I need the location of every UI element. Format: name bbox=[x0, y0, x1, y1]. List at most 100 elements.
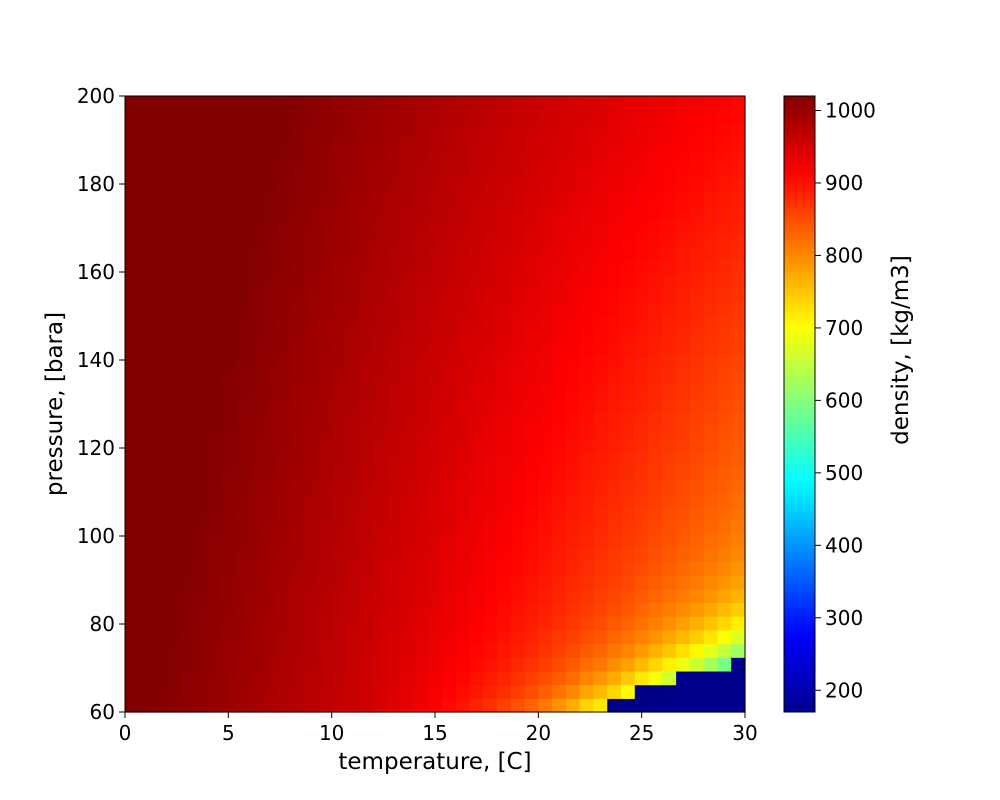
heatmap-cell bbox=[565, 260, 581, 275]
heatmap-cell bbox=[524, 588, 539, 604]
heatmap-cell bbox=[166, 479, 181, 494]
heatmap-cell bbox=[373, 629, 388, 645]
heatmap-cell bbox=[345, 643, 360, 658]
heatmap-cell bbox=[290, 109, 305, 124]
heatmap-cell bbox=[607, 547, 622, 563]
heatmap-cell bbox=[648, 164, 663, 179]
heatmap-cell bbox=[414, 547, 429, 563]
heatmap-cell bbox=[400, 273, 415, 289]
heatmap-cell bbox=[717, 287, 732, 302]
heatmap-cell bbox=[497, 178, 512, 193]
heatmap-cell bbox=[648, 575, 663, 590]
heatmap-cell bbox=[180, 684, 195, 699]
heatmap-cell bbox=[565, 205, 581, 220]
heatmap-cell bbox=[166, 492, 181, 508]
heatmap-cell bbox=[207, 438, 223, 453]
heatmap-cell bbox=[166, 260, 181, 275]
heatmap-cell bbox=[193, 383, 209, 398]
heatmap-cell bbox=[345, 315, 360, 330]
heatmap-cell bbox=[552, 629, 567, 645]
heatmap-cell bbox=[152, 629, 167, 645]
heatmap-cell bbox=[138, 629, 154, 645]
heatmap-cell bbox=[455, 178, 471, 193]
heatmap-cell bbox=[317, 670, 333, 686]
heatmap-cell bbox=[552, 684, 567, 699]
heatmap-cell bbox=[648, 424, 663, 439]
heatmap-cell bbox=[386, 137, 402, 152]
heatmap-cell bbox=[180, 273, 195, 289]
heatmap-cell bbox=[676, 260, 691, 275]
heatmap-cell bbox=[717, 410, 732, 426]
heatmap-cell bbox=[373, 684, 388, 699]
heatmap-cell bbox=[207, 670, 223, 686]
heatmap-cell bbox=[386, 547, 402, 563]
heatmap-cell bbox=[648, 301, 663, 316]
heatmap-cell bbox=[565, 479, 581, 494]
heatmap-cell bbox=[634, 643, 650, 658]
heatmap-cell bbox=[497, 287, 512, 302]
heatmap-cell bbox=[579, 287, 595, 302]
heatmap-cell bbox=[373, 492, 388, 508]
heatmap-cell bbox=[676, 287, 691, 302]
heatmap-cell bbox=[689, 260, 705, 275]
heatmap-cell bbox=[621, 328, 636, 343]
heatmap-cell bbox=[565, 246, 581, 261]
heatmap-cell bbox=[221, 602, 236, 617]
heatmap-cell bbox=[648, 492, 663, 508]
heatmap-cell bbox=[579, 643, 595, 658]
heatmap-cell bbox=[152, 287, 167, 302]
heatmap-cell bbox=[249, 369, 264, 385]
heatmap-cell bbox=[510, 629, 526, 645]
heatmap-cell bbox=[331, 616, 347, 631]
heatmap-cell bbox=[552, 410, 567, 426]
heatmap-cell bbox=[125, 328, 140, 343]
heatmap-cell bbox=[455, 698, 471, 713]
heatmap-cell bbox=[428, 465, 443, 480]
heatmap-cell bbox=[221, 492, 236, 508]
heatmap-cell bbox=[565, 150, 581, 166]
heatmap-cell bbox=[180, 506, 195, 521]
heatmap-cell bbox=[373, 561, 388, 576]
heatmap-cell bbox=[552, 191, 567, 207]
heatmap-cell bbox=[235, 383, 250, 398]
heatmap-cell bbox=[662, 205, 677, 220]
heatmap-cell bbox=[152, 602, 167, 617]
heatmap-cell bbox=[483, 383, 498, 398]
heatmap-cell bbox=[703, 96, 719, 111]
heatmap-cell bbox=[221, 287, 236, 302]
heatmap-cell bbox=[676, 547, 691, 563]
heatmap-cell bbox=[400, 137, 415, 152]
heatmap-cell bbox=[249, 246, 264, 261]
heatmap-cell bbox=[221, 369, 236, 385]
heatmap-cell bbox=[483, 670, 498, 686]
heatmap-cell bbox=[676, 684, 691, 699]
heatmap-cell bbox=[731, 670, 746, 686]
heatmap-cell bbox=[634, 506, 650, 521]
heatmap-cell bbox=[662, 479, 677, 494]
heatmap-cell bbox=[180, 397, 195, 412]
heatmap-cell bbox=[290, 178, 305, 193]
heatmap-cell bbox=[262, 150, 278, 166]
heatmap-cell bbox=[304, 164, 319, 179]
heatmap-cell bbox=[689, 520, 705, 535]
heatmap-cell bbox=[441, 520, 457, 535]
heatmap-cell bbox=[331, 369, 347, 385]
heatmap-cell bbox=[221, 123, 236, 138]
heatmap-cell bbox=[386, 643, 402, 658]
heatmap-cell bbox=[249, 698, 264, 713]
heatmap-cell bbox=[235, 191, 250, 207]
heatmap-cell bbox=[235, 328, 250, 343]
heatmap-cell bbox=[676, 178, 691, 193]
heatmap-cell bbox=[428, 301, 443, 316]
heatmap-cell bbox=[414, 465, 429, 480]
heatmap-cell bbox=[317, 657, 333, 672]
heatmap-cell bbox=[276, 273, 291, 289]
colorbar-tick-label: 500 bbox=[825, 461, 863, 485]
heatmap-cell bbox=[469, 301, 484, 316]
heatmap-cell bbox=[469, 657, 484, 672]
heatmap-cell bbox=[276, 246, 291, 261]
heatmap-cell bbox=[166, 301, 181, 316]
heatmap-cell bbox=[386, 219, 402, 234]
heatmap-cell bbox=[717, 369, 732, 385]
heatmap-cell bbox=[621, 164, 636, 179]
